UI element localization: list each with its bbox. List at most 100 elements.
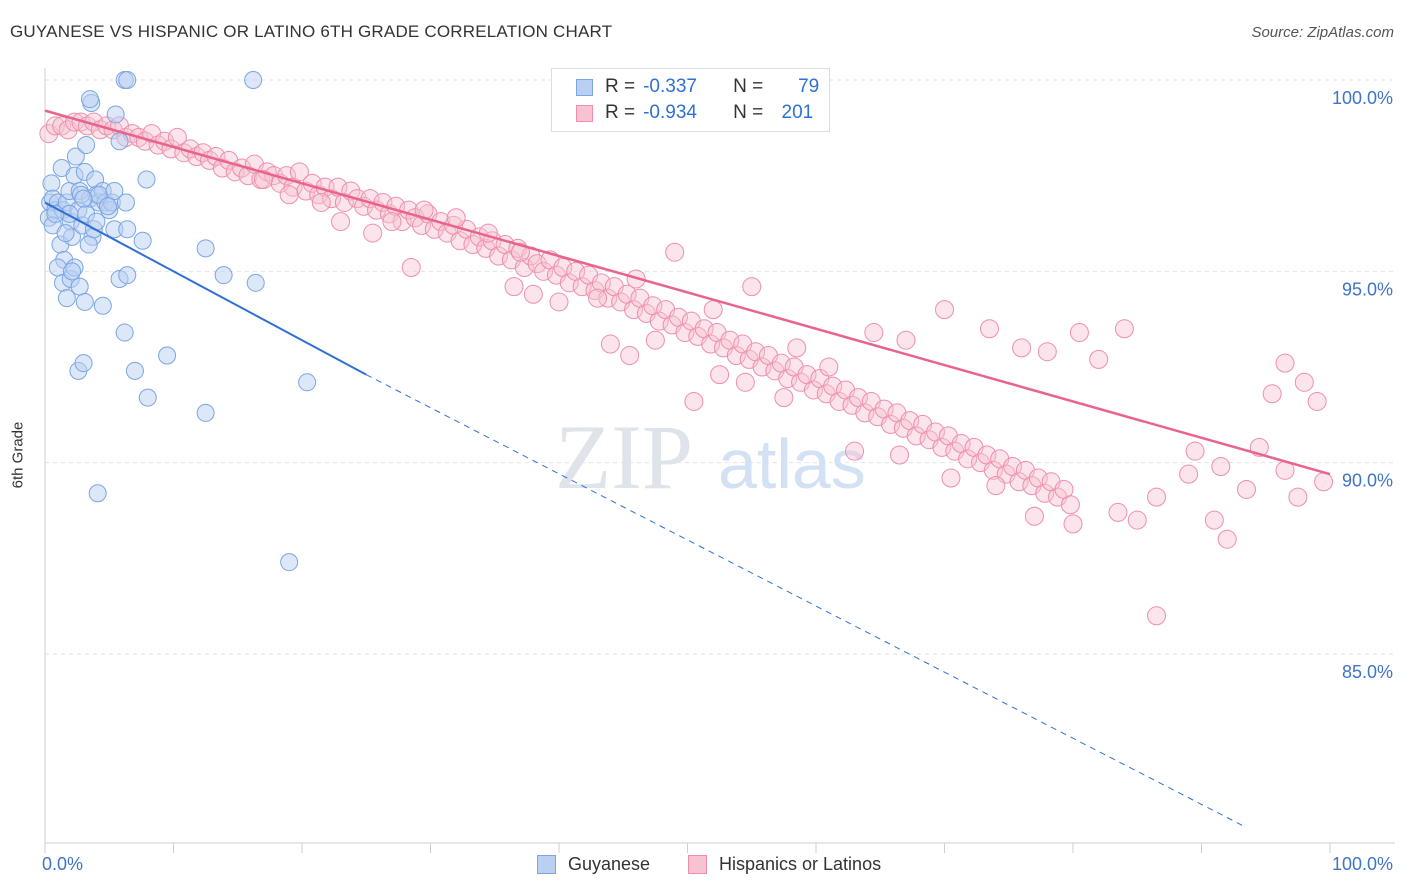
data-point-hispanics — [1294, 372, 1314, 392]
data-point-hispanics — [1217, 529, 1237, 549]
data-point-guyanese — [74, 189, 93, 208]
data-point-hispanics — [489, 246, 509, 266]
data-point-guyanese — [196, 403, 215, 422]
chart-source: Source: ZipAtlas.com — [1251, 24, 1394, 41]
legend-r-value: -0.934 — [643, 102, 697, 123]
data-point-hispanics — [979, 319, 999, 339]
data-point-guyanese — [115, 323, 134, 342]
data-point-hispanics — [906, 426, 926, 446]
data-point-hispanics — [803, 380, 823, 400]
data-point-hispanics — [742, 277, 762, 297]
data-point-hispanics — [1147, 606, 1167, 626]
legend-n-value: 79 — [798, 76, 820, 97]
data-point-hispanics — [864, 323, 884, 343]
watermark-atlas: atlas — [718, 425, 866, 503]
tick-labels: 85.0% 90.0% 95.0% 100.0% 0.0% 100.0% — [42, 88, 1393, 874]
y-tick-label: 95.0% — [1342, 279, 1393, 299]
data-point-hispanics — [1185, 441, 1205, 461]
data-point-hispanics — [331, 212, 351, 232]
data-point-hispanics — [675, 323, 695, 343]
data-point-guyanese — [56, 224, 75, 243]
data-point-hispanics — [986, 476, 1006, 496]
data-point-hispanics — [829, 391, 849, 411]
data-point-guyanese — [74, 354, 93, 373]
data-point-hispanics — [1314, 472, 1334, 492]
data-point-hispanics — [649, 311, 669, 331]
data-point-guyanese — [66, 147, 85, 166]
series-guyanese-points — [39, 71, 317, 572]
data-point-hispanics — [572, 277, 592, 297]
data-point-hispanics — [726, 346, 746, 366]
bottom-legend-guyanese: Guyanese — [537, 852, 650, 876]
axes — [44, 68, 1395, 853]
bottom-legend-hispanics: Hispanics or Latinos — [688, 852, 881, 876]
data-point-hispanics — [212, 158, 232, 178]
data-point-hispanics — [1127, 510, 1147, 530]
data-point-hispanics — [450, 231, 470, 251]
data-point-hispanics — [1035, 483, 1055, 503]
data-point-guyanese — [246, 273, 265, 292]
watermark: ZIP atlas — [555, 406, 866, 508]
y-tick-label: 100.0% — [1332, 88, 1393, 108]
legend-swatch-blue — [576, 78, 593, 96]
data-point-hispanics — [45, 116, 65, 136]
data-point-hispanics — [1108, 502, 1128, 522]
data-point-hispanics — [504, 277, 524, 297]
data-point-guyanese — [98, 197, 117, 216]
data-point-hispanics — [1037, 342, 1057, 362]
data-point-guyanese — [118, 71, 137, 89]
trendline-hispanics — [44, 109, 1331, 476]
series-hispanics-points — [39, 112, 1334, 626]
data-point-hispanics — [1089, 349, 1109, 369]
data-point-hispanics — [703, 300, 723, 320]
legend-n-label: N = — [733, 102, 764, 123]
data-point-hispanics — [684, 391, 704, 411]
data-point-hispanics — [549, 292, 569, 312]
data-point-hispanics — [1012, 338, 1032, 358]
data-point-hispanics — [819, 357, 839, 377]
data-point-hispanics — [932, 437, 952, 457]
stats-legend: R = -0.337 N = 79 R = -0.934 N = 201 — [551, 68, 830, 132]
data-point-guyanese — [298, 373, 317, 392]
bottom-legend-swatch-pink — [688, 854, 707, 874]
data-point-hispanics — [534, 261, 554, 281]
bottom-legend-label: Hispanics or Latinos — [719, 853, 882, 874]
data-point-hispanics — [1114, 319, 1134, 339]
data-point-hispanics — [787, 338, 807, 358]
legend-r-label: R = — [605, 102, 636, 123]
legend-swatch-pink — [576, 104, 593, 122]
data-point-guyanese — [118, 220, 137, 239]
data-point-hispanics — [890, 445, 910, 465]
data-point-hispanics — [620, 346, 640, 366]
data-point-guyanese — [70, 277, 89, 296]
data-point-guyanese — [93, 296, 112, 315]
data-point-guyanese — [62, 262, 81, 281]
data-point-hispanics — [598, 288, 618, 308]
data-point-hispanics — [1009, 472, 1029, 492]
trendlines — [44, 109, 1331, 827]
x-tick-label: 100.0% — [1332, 854, 1393, 874]
legend-r-label: R = — [605, 76, 636, 97]
data-point-hispanics — [983, 460, 1003, 480]
data-point-hispanics — [401, 258, 421, 278]
data-point-hispanics — [896, 330, 916, 350]
data-point-hispanics — [774, 388, 794, 408]
legend-row-guyanese: R = -0.337 N = 79 — [576, 75, 819, 99]
data-point-hispanics — [665, 242, 685, 262]
data-point-hispanics — [510, 242, 530, 262]
data-point-hispanics — [1069, 323, 1089, 343]
data-point-guyanese — [116, 193, 135, 212]
data-point-hispanics — [1307, 391, 1327, 411]
y-axis-label: 6th Grade — [9, 421, 27, 489]
data-point-guyanese — [118, 266, 137, 285]
data-point-guyanese — [280, 553, 299, 572]
data-point-guyanese — [214, 266, 233, 285]
data-point-hispanics — [1288, 487, 1308, 507]
data-point-guyanese — [79, 235, 98, 254]
data-point-guyanese — [77, 136, 96, 155]
watermark-zip: ZIP — [555, 406, 693, 508]
data-point-hispanics — [1147, 487, 1167, 507]
data-point-hispanics — [279, 185, 299, 205]
data-point-guyanese — [88, 484, 107, 503]
